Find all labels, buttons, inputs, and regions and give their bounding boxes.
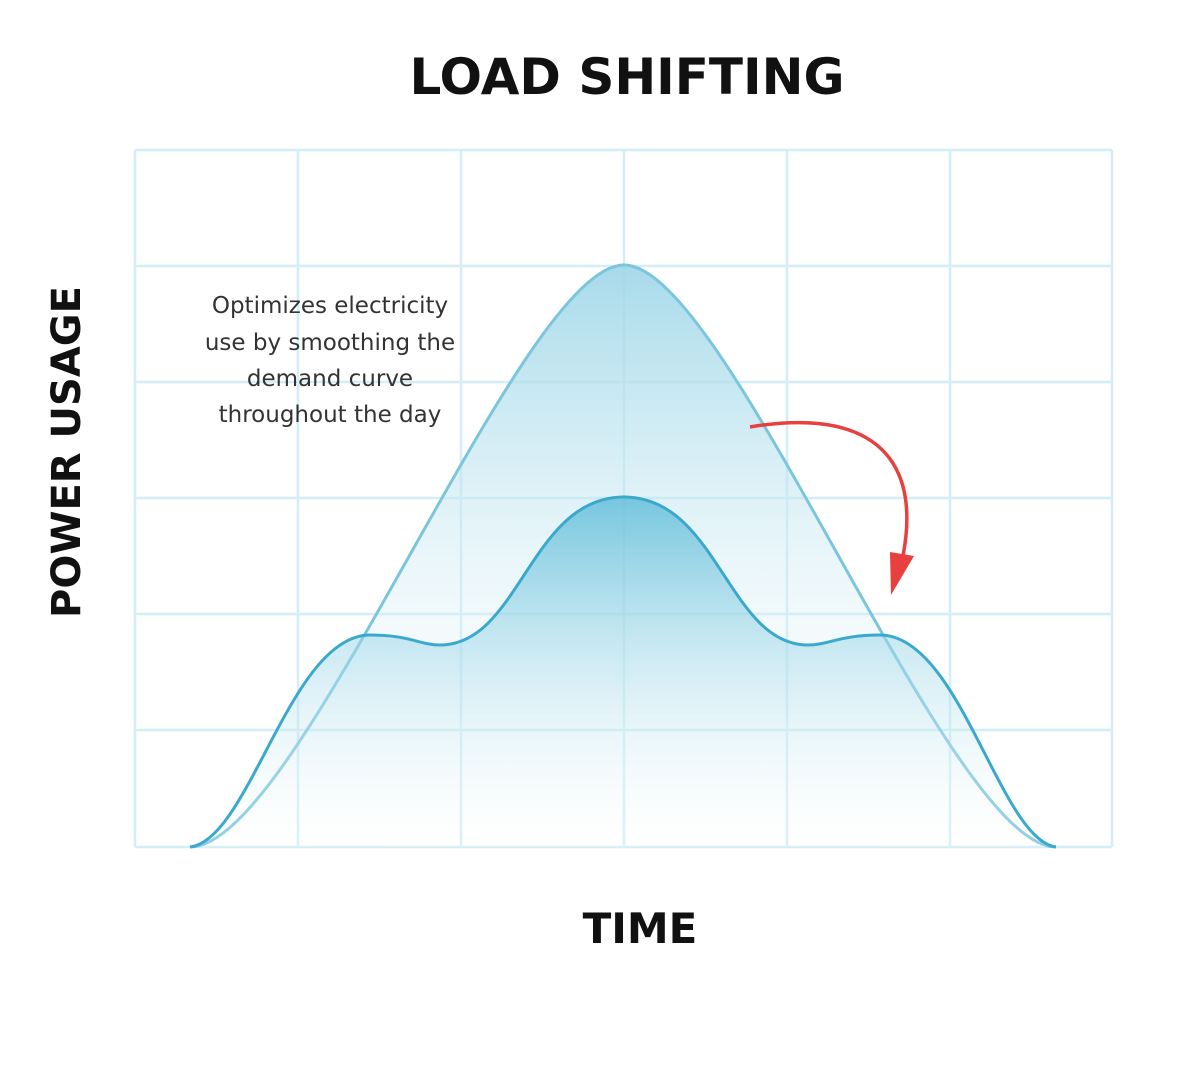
annotation-line: throughout the day: [219, 402, 442, 428]
annotation-line: use by smoothing the: [205, 330, 455, 356]
annotation: Optimizes electricity use by smoothing t…: [205, 293, 455, 428]
annotation-line: Optimizes electricity: [212, 293, 448, 319]
x-axis-label: TIME: [583, 904, 698, 953]
shifted-area: [190, 497, 1056, 847]
y-axis-label: POWER USAGE: [44, 286, 90, 618]
shift-arrow: [749, 420, 909, 557]
arrow-head: [890, 552, 914, 595]
annotation-line: demand curve: [247, 366, 413, 392]
shifted-curve: [189, 495, 1057, 849]
title: LOAD SHIFTING: [409, 48, 844, 106]
